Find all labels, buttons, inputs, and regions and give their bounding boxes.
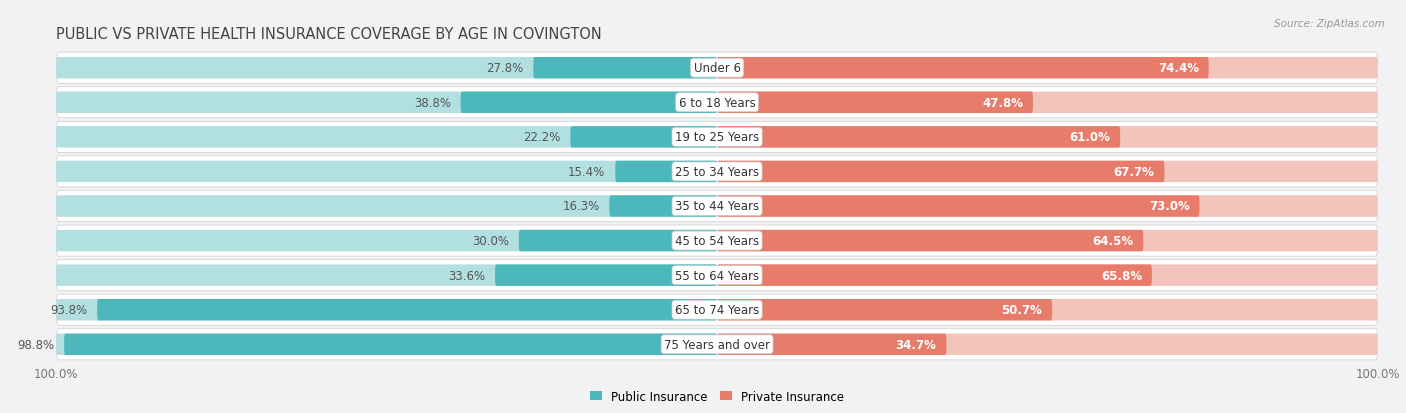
Text: 64.5%: 64.5% xyxy=(1092,235,1133,247)
FancyBboxPatch shape xyxy=(56,265,717,286)
Text: 30.0%: 30.0% xyxy=(472,235,509,247)
Text: 27.8%: 27.8% xyxy=(486,62,523,75)
FancyBboxPatch shape xyxy=(56,53,1378,84)
FancyBboxPatch shape xyxy=(717,230,1378,252)
FancyBboxPatch shape xyxy=(609,196,717,217)
Text: 22.2%: 22.2% xyxy=(523,131,561,144)
Text: PUBLIC VS PRIVATE HEALTH INSURANCE COVERAGE BY AGE IN COVINGTON: PUBLIC VS PRIVATE HEALTH INSURANCE COVER… xyxy=(56,26,602,41)
FancyBboxPatch shape xyxy=(571,127,717,148)
Text: 65.8%: 65.8% xyxy=(1101,269,1142,282)
Text: 33.6%: 33.6% xyxy=(449,269,485,282)
Text: 47.8%: 47.8% xyxy=(981,97,1024,109)
Text: 65 to 74 Years: 65 to 74 Years xyxy=(675,304,759,316)
Text: 74.4%: 74.4% xyxy=(1157,62,1199,75)
FancyBboxPatch shape xyxy=(717,196,1378,217)
FancyBboxPatch shape xyxy=(56,88,1378,119)
FancyBboxPatch shape xyxy=(717,93,1378,114)
FancyBboxPatch shape xyxy=(56,260,1378,291)
Text: 67.7%: 67.7% xyxy=(1114,166,1154,178)
FancyBboxPatch shape xyxy=(65,334,717,355)
FancyBboxPatch shape xyxy=(616,161,717,183)
FancyBboxPatch shape xyxy=(56,225,1378,256)
Text: 50.7%: 50.7% xyxy=(1001,304,1042,316)
FancyBboxPatch shape xyxy=(56,127,717,148)
FancyBboxPatch shape xyxy=(56,334,717,355)
FancyBboxPatch shape xyxy=(56,157,1378,188)
FancyBboxPatch shape xyxy=(533,58,717,79)
Text: 55 to 64 Years: 55 to 64 Years xyxy=(675,269,759,282)
Text: 35 to 44 Years: 35 to 44 Years xyxy=(675,200,759,213)
Text: 38.8%: 38.8% xyxy=(413,97,451,109)
FancyBboxPatch shape xyxy=(717,58,1378,79)
Text: Source: ZipAtlas.com: Source: ZipAtlas.com xyxy=(1274,19,1385,28)
FancyBboxPatch shape xyxy=(56,122,1378,153)
FancyBboxPatch shape xyxy=(56,294,1378,325)
Text: 16.3%: 16.3% xyxy=(562,200,599,213)
FancyBboxPatch shape xyxy=(717,196,1199,217)
FancyBboxPatch shape xyxy=(97,299,717,320)
FancyBboxPatch shape xyxy=(519,230,717,252)
FancyBboxPatch shape xyxy=(56,191,1378,222)
FancyBboxPatch shape xyxy=(717,93,1033,114)
Text: 15.4%: 15.4% xyxy=(568,166,606,178)
FancyBboxPatch shape xyxy=(717,334,1378,355)
Text: 19 to 25 Years: 19 to 25 Years xyxy=(675,131,759,144)
Text: 98.8%: 98.8% xyxy=(17,338,55,351)
Text: Under 6: Under 6 xyxy=(693,62,741,75)
Text: 6 to 18 Years: 6 to 18 Years xyxy=(679,97,755,109)
FancyBboxPatch shape xyxy=(56,230,717,252)
FancyBboxPatch shape xyxy=(461,93,717,114)
FancyBboxPatch shape xyxy=(717,265,1378,286)
FancyBboxPatch shape xyxy=(717,230,1143,252)
FancyBboxPatch shape xyxy=(717,299,1378,320)
FancyBboxPatch shape xyxy=(56,58,717,79)
Legend: Public Insurance, Private Insurance: Public Insurance, Private Insurance xyxy=(585,385,849,408)
FancyBboxPatch shape xyxy=(717,127,1121,148)
Text: 45 to 54 Years: 45 to 54 Years xyxy=(675,235,759,247)
Text: 75 Years and over: 75 Years and over xyxy=(664,338,770,351)
FancyBboxPatch shape xyxy=(495,265,717,286)
FancyBboxPatch shape xyxy=(56,196,717,217)
FancyBboxPatch shape xyxy=(717,161,1378,183)
Text: 73.0%: 73.0% xyxy=(1149,200,1189,213)
FancyBboxPatch shape xyxy=(56,329,1378,360)
FancyBboxPatch shape xyxy=(717,334,946,355)
Text: 93.8%: 93.8% xyxy=(51,304,87,316)
FancyBboxPatch shape xyxy=(56,161,717,183)
FancyBboxPatch shape xyxy=(717,127,1378,148)
FancyBboxPatch shape xyxy=(717,299,1052,320)
FancyBboxPatch shape xyxy=(717,265,1152,286)
FancyBboxPatch shape xyxy=(717,58,1209,79)
Text: 61.0%: 61.0% xyxy=(1070,131,1111,144)
FancyBboxPatch shape xyxy=(717,161,1164,183)
FancyBboxPatch shape xyxy=(56,93,717,114)
Text: 25 to 34 Years: 25 to 34 Years xyxy=(675,166,759,178)
FancyBboxPatch shape xyxy=(56,299,717,320)
Text: 34.7%: 34.7% xyxy=(896,338,936,351)
